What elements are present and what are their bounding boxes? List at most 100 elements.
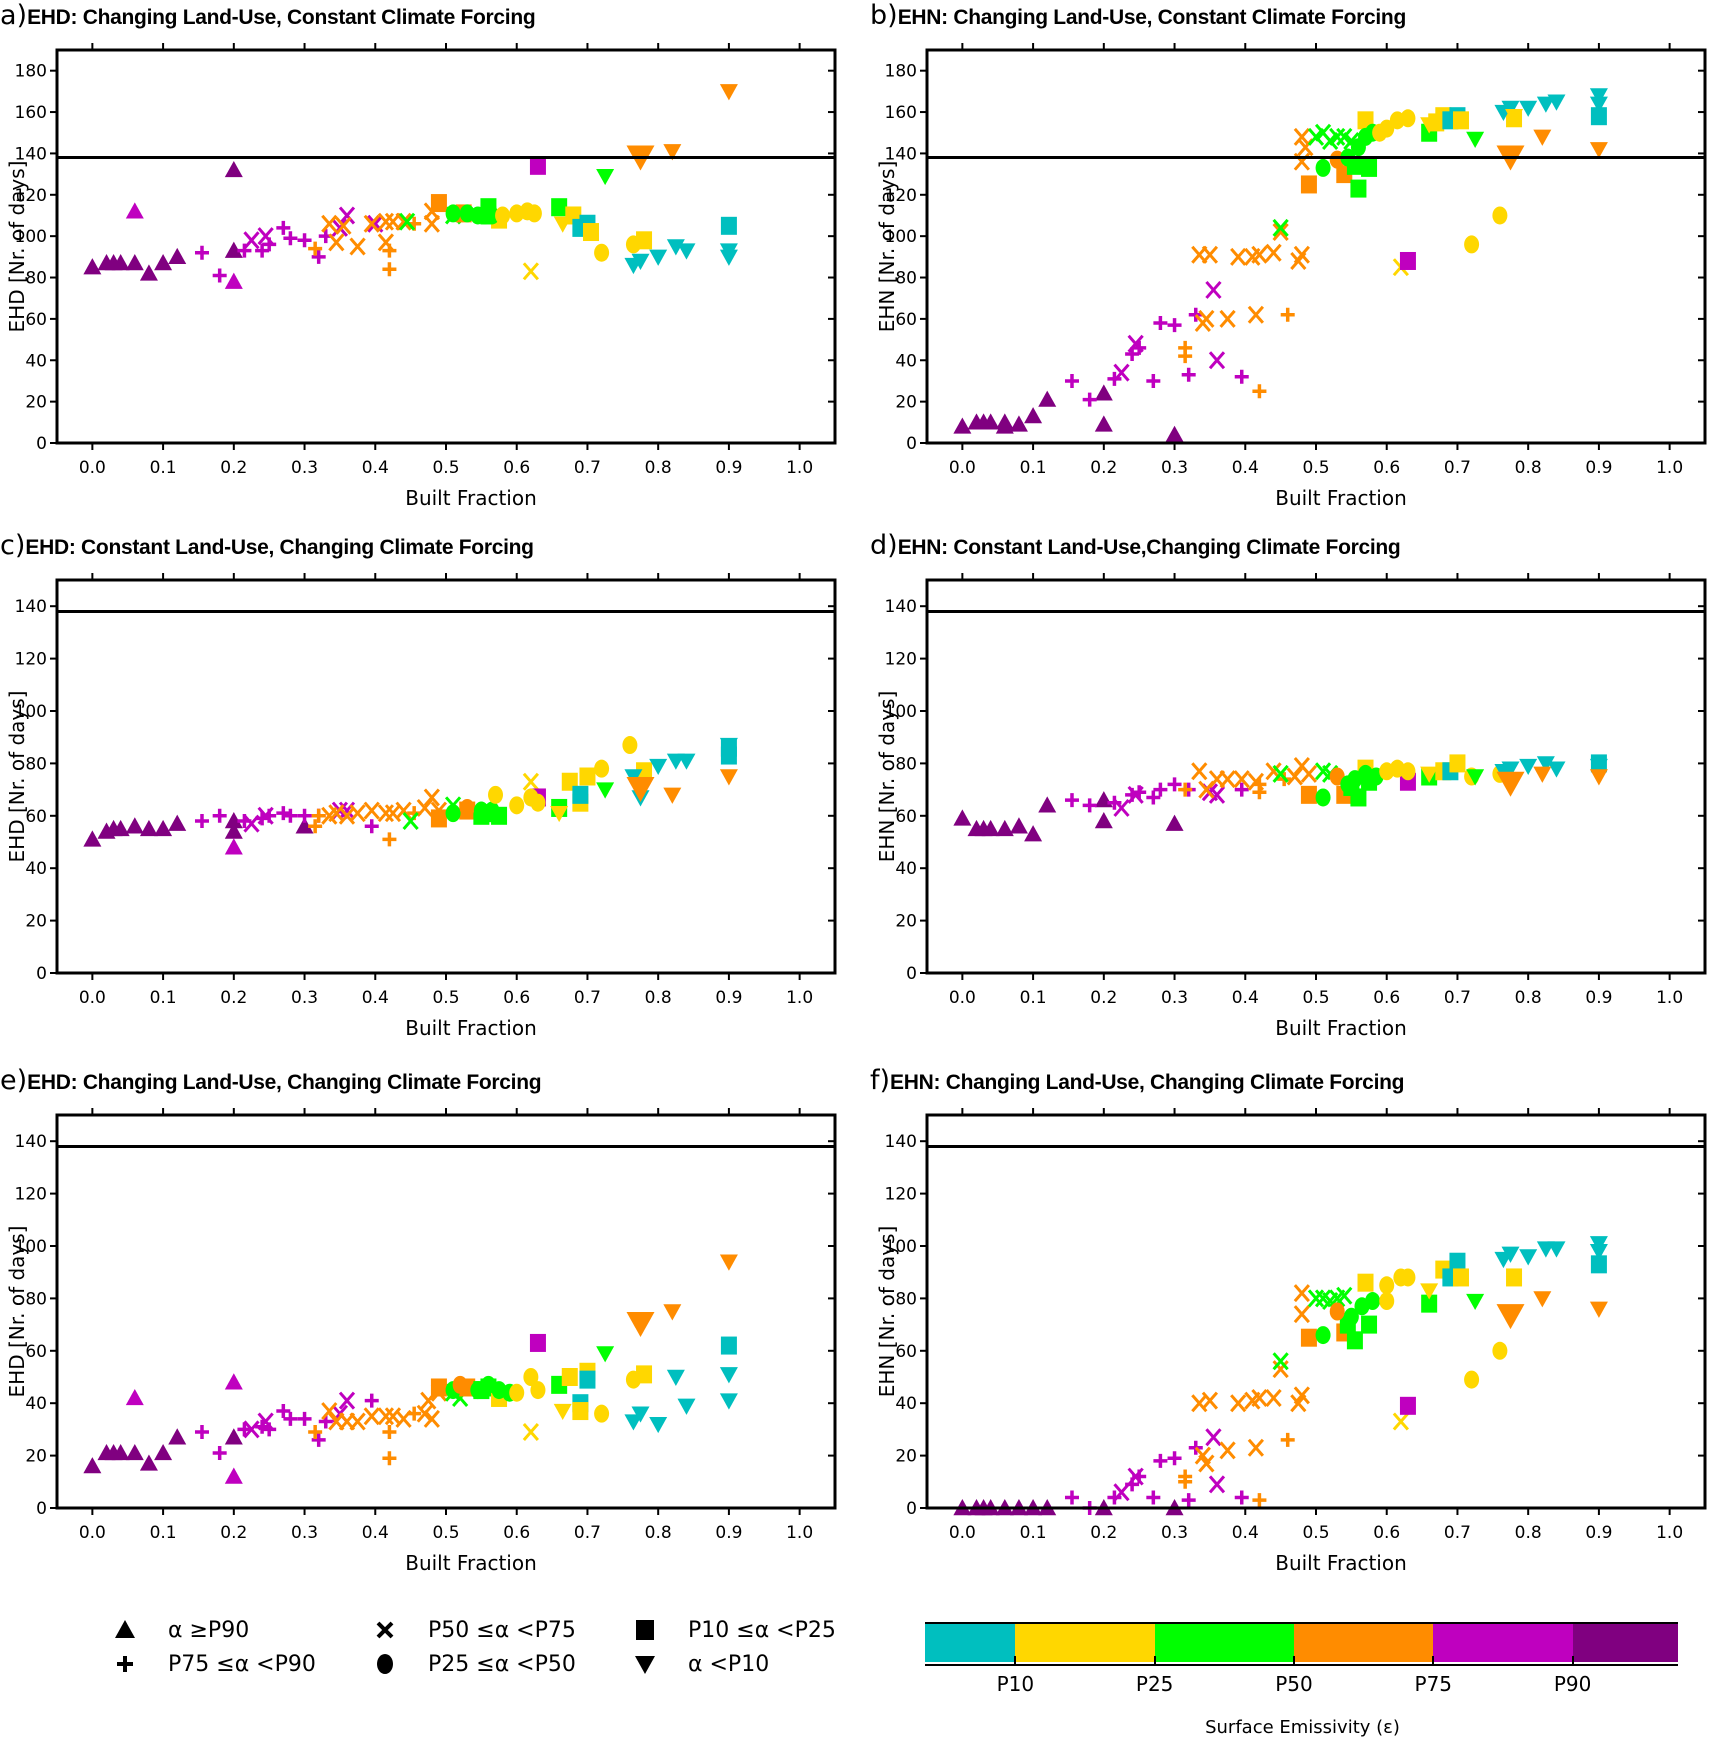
data-point-plus bbox=[1064, 1490, 1079, 1505]
data-point-x bbox=[363, 801, 380, 820]
data-point-plus bbox=[1181, 367, 1196, 382]
y-axis-label: EHN [Nr. of days] bbox=[875, 691, 899, 863]
data-point-x bbox=[423, 788, 440, 807]
y-tick-label: 160 bbox=[885, 103, 917, 123]
data-point-circle bbox=[1315, 1326, 1331, 1345]
data-point-plus bbox=[382, 1425, 397, 1440]
data-point-x bbox=[1293, 1386, 1310, 1405]
legend-label: α <P10 bbox=[688, 1651, 770, 1677]
x-tick-label: 0.0 bbox=[79, 1523, 106, 1543]
y-tick-label: 20 bbox=[25, 1447, 47, 1467]
data-point-x bbox=[377, 212, 395, 231]
data-point-triangle-up bbox=[139, 1454, 158, 1471]
data-point-circle bbox=[530, 793, 546, 812]
x-axis-label: Built Fraction bbox=[405, 1016, 537, 1040]
data-point-x bbox=[321, 1402, 338, 1421]
data-point-x bbox=[1251, 1388, 1268, 1407]
y-tick-label: 0 bbox=[36, 964, 47, 984]
data-point-x bbox=[1392, 1412, 1410, 1431]
legend-item-square: P10 ≤α <P25 bbox=[630, 1615, 836, 1645]
panel-letter: e) bbox=[0, 1065, 28, 1096]
data-point-square bbox=[430, 194, 447, 213]
emissivity-colorbar: P10 P25 P50 P75 P90 Surface Emissivity (ε) bbox=[925, 1622, 1680, 1738]
data-point-circle bbox=[625, 1370, 641, 1389]
y-tick-label: 60 bbox=[895, 807, 917, 827]
data-point-triangle-up bbox=[224, 160, 243, 178]
data-point-triangle-down bbox=[1589, 1244, 1608, 1261]
data-point-x bbox=[1265, 243, 1282, 262]
panel-title: a)EHD: Changing Land-Use, Constant Clima… bbox=[0, 0, 536, 31]
plot-frame bbox=[925, 578, 1707, 975]
data-point-plus bbox=[382, 832, 397, 847]
x-tick-label: 0.3 bbox=[1161, 1523, 1188, 1543]
data-point-plus bbox=[382, 1451, 397, 1466]
data-point-square bbox=[1421, 1294, 1438, 1313]
data-point-x bbox=[1208, 785, 1226, 804]
y-tick-label: 60 bbox=[25, 310, 47, 330]
data-point-triangle-down bbox=[1589, 758, 1608, 776]
data-point-circle bbox=[625, 235, 641, 254]
data-point-x bbox=[522, 262, 540, 281]
data-point-x bbox=[1286, 767, 1303, 786]
data-point-triangle-up bbox=[111, 819, 130, 837]
y-tick-label: 40 bbox=[895, 351, 917, 371]
legend-item-triangle-up: α ≥P90 bbox=[110, 1615, 249, 1645]
x-tick-label: 1.0 bbox=[786, 1523, 813, 1543]
x-marker-icon bbox=[376, 1621, 394, 1639]
colorbar-segment-green bbox=[1154, 1624, 1294, 1662]
data-point-circle bbox=[484, 801, 500, 820]
y-tick-label: 60 bbox=[895, 1342, 917, 1362]
plot-frame bbox=[55, 578, 837, 975]
data-point-plus bbox=[1181, 1493, 1196, 1508]
data-point-triangle-down bbox=[663, 787, 682, 804]
data-point-plus bbox=[1252, 1493, 1267, 1508]
data-point-triangle-up bbox=[1024, 407, 1043, 424]
data-point-triangle-up bbox=[224, 272, 243, 289]
data-point-triangle-down bbox=[719, 1367, 738, 1384]
x-tick-label: 0.8 bbox=[1515, 988, 1542, 1008]
data-point-triangle-down bbox=[1420, 1283, 1439, 1300]
y-tick-label: 20 bbox=[25, 393, 47, 413]
x-tick-label: 0.3 bbox=[291, 1523, 318, 1543]
data-point-square bbox=[1361, 1315, 1378, 1334]
x-axis-label: Built Fraction bbox=[1275, 1016, 1407, 1040]
x-tick-label: 0.2 bbox=[1090, 988, 1117, 1008]
data-point-square bbox=[720, 1336, 737, 1355]
x-tick-label: 0.9 bbox=[1585, 458, 1612, 478]
data-point-x bbox=[1201, 245, 1219, 264]
data-point-triangle-down bbox=[1533, 129, 1552, 146]
legend-label: P10 ≤α <P25 bbox=[688, 1617, 836, 1643]
y-tick-label: 0 bbox=[906, 434, 917, 454]
y-tick-label: 40 bbox=[895, 859, 917, 879]
data-point-plus bbox=[1178, 349, 1193, 364]
x-tick-label: 0.2 bbox=[1090, 458, 1117, 478]
data-point-square bbox=[1399, 251, 1416, 270]
data-point-plus bbox=[311, 1432, 326, 1447]
y-tick-label: 0 bbox=[906, 964, 917, 984]
x-tick-label: 0.3 bbox=[291, 458, 318, 478]
data-point-triangle-down bbox=[663, 144, 682, 161]
y-axis-label: EHD [Nr. of days] bbox=[5, 161, 29, 333]
data-point-plus bbox=[237, 1422, 252, 1437]
x-tick-label: 0.7 bbox=[1444, 1523, 1471, 1543]
data-point-x bbox=[363, 214, 380, 233]
x-axis-label: Built Fraction bbox=[405, 486, 537, 510]
data-point-triangle-up bbox=[125, 1443, 144, 1461]
data-point-x bbox=[338, 206, 356, 225]
panel-a: a)EHD: Changing Land-Use, Constant Clima… bbox=[0, 0, 860, 535]
data-point-circle bbox=[1400, 762, 1416, 781]
data-point-x bbox=[1191, 762, 1208, 781]
data-point-triangle-down bbox=[719, 1393, 738, 1410]
y-tick-label: 160 bbox=[15, 103, 47, 123]
data-point-triangle-up bbox=[224, 812, 243, 829]
data-point-x bbox=[1247, 772, 1265, 791]
data-point-plus bbox=[276, 220, 291, 235]
data-point-plus bbox=[194, 1425, 209, 1440]
data-point-square bbox=[1449, 754, 1466, 773]
x-tick-label: 0.6 bbox=[503, 1523, 530, 1543]
y-tick-label: 140 bbox=[885, 144, 917, 164]
data-point-circle bbox=[1464, 1370, 1480, 1389]
data-point-triangle-down bbox=[631, 253, 650, 270]
data-point-plus bbox=[308, 1425, 323, 1440]
data-points bbox=[953, 1236, 1608, 1516]
